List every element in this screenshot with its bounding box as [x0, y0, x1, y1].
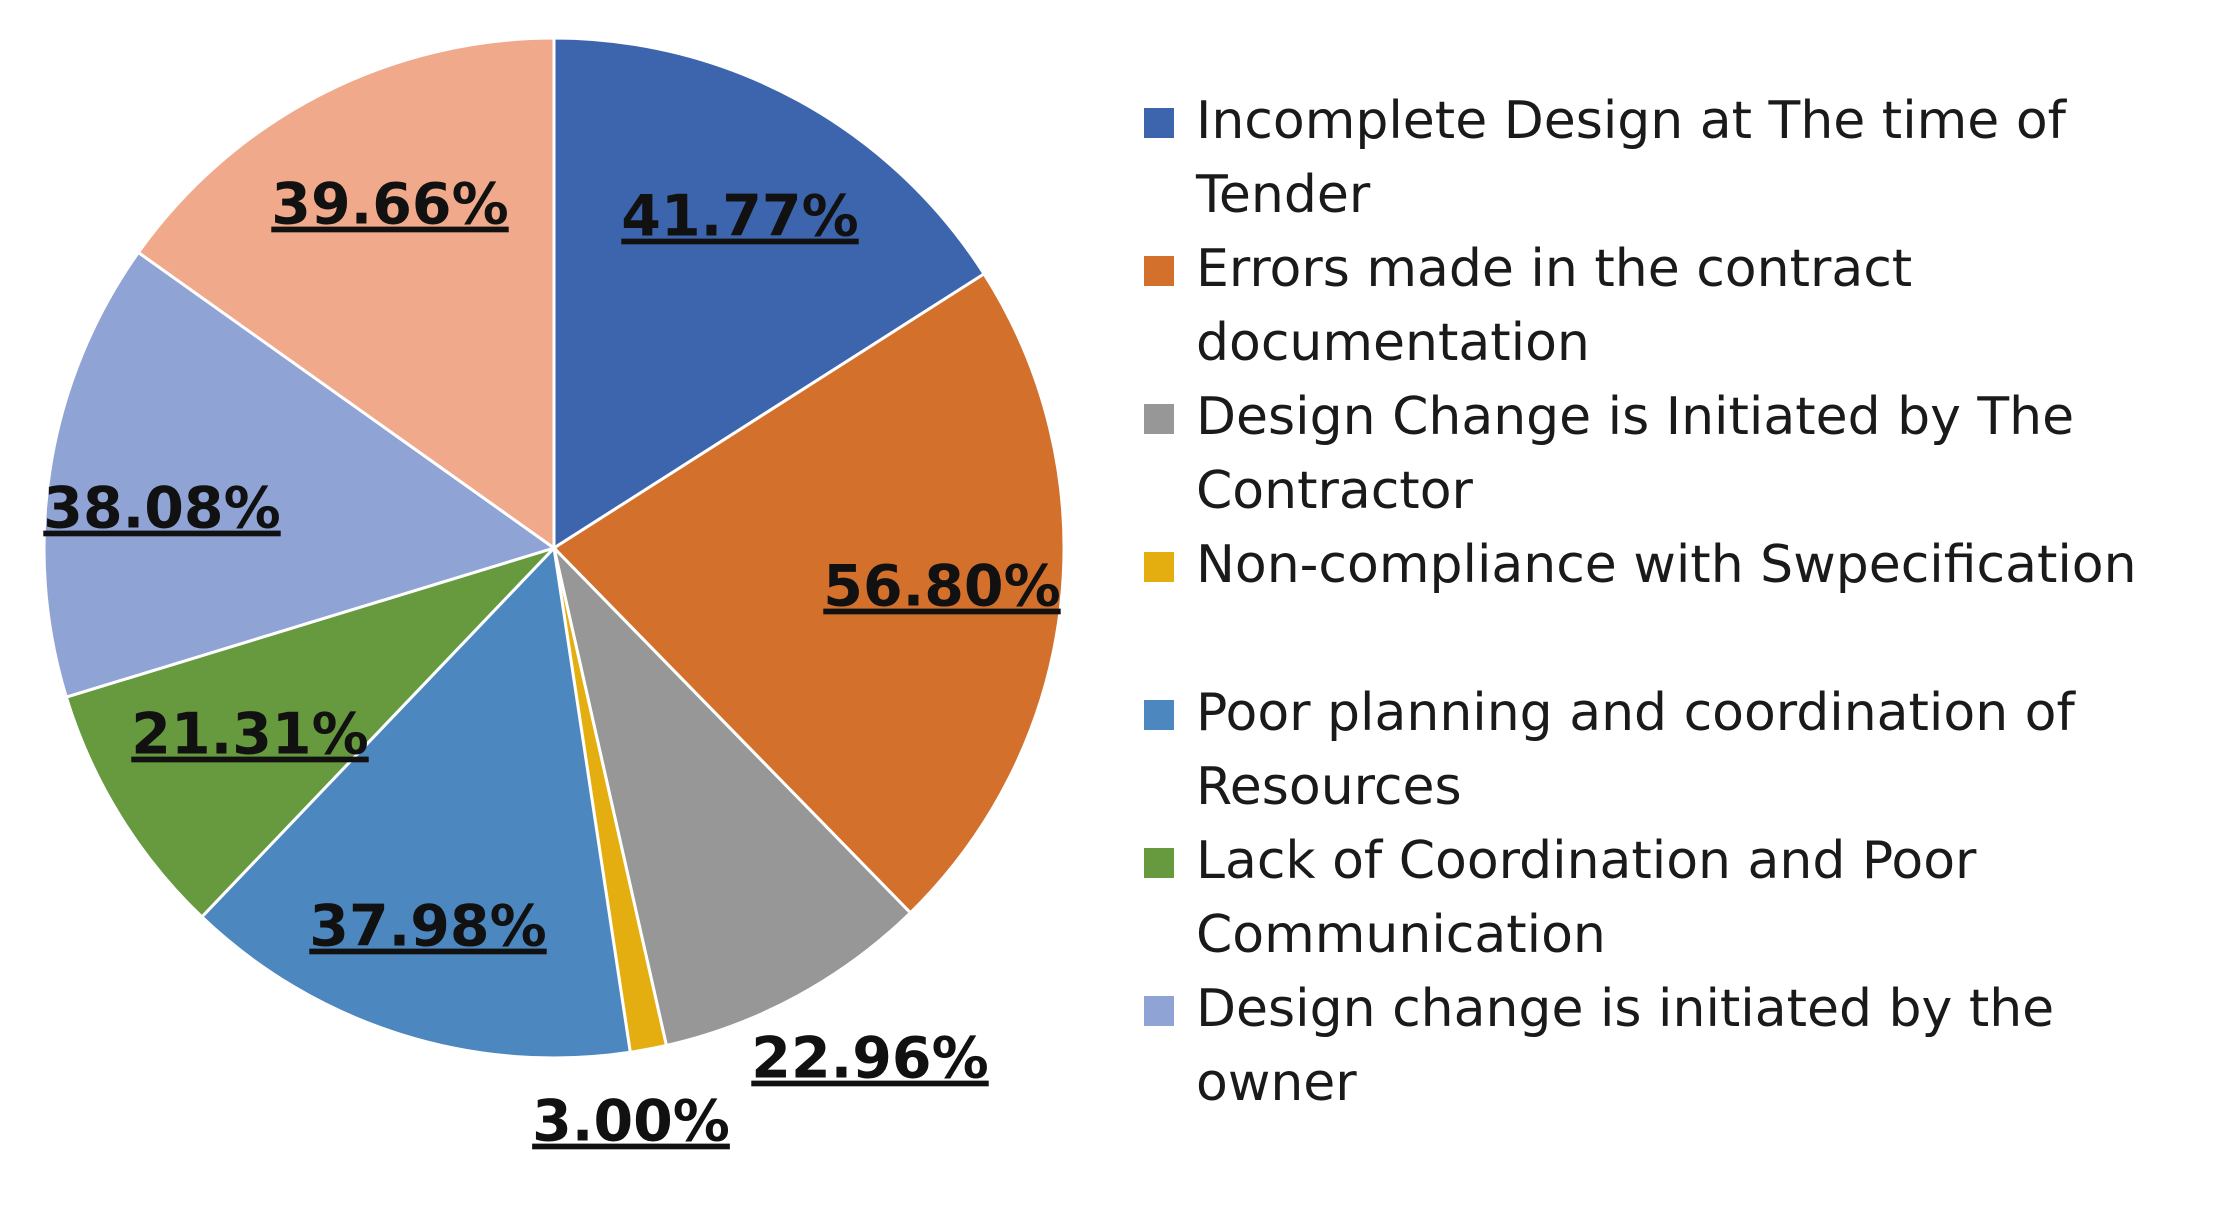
slice-label-incomplete-design: 41.77% — [621, 184, 858, 250]
slice-label-unlabeled: 39.66% — [271, 172, 508, 238]
legend-swatch — [1144, 108, 1174, 138]
legend-label: Errors made in the contract documentatio… — [1196, 239, 1913, 373]
pie-slice-incomplete-design — [552, 36, 987, 551]
pie-slice-lack-of-coordination — [64, 544, 560, 920]
legend-label: Design Change is Initiated by The Contra… — [1196, 387, 2075, 521]
pie-slice-contractor-design-change — [551, 543, 913, 1048]
legend-label: Non-compliance with Swpecification — [1196, 535, 2137, 595]
slice-label-lack-of-coordination: 21.31% — [131, 702, 368, 768]
pie-labels: 41.77% 56.80% 22.96% 3.00% 37.98% 21.31% 38.08… — [43, 172, 1060, 1155]
slice-label-contract-errors: 56.80% — [823, 554, 1060, 620]
legend-label: Lack of Coordination and Poor Communicat… — [1196, 831, 1977, 965]
pie-slice-contract-errors — [551, 271, 1066, 915]
legend-item-poor-planning: Poor planning and coordination of Resour… — [1140, 676, 2210, 824]
legend: Incomplete Design at The time of Tender … — [1140, 84, 2210, 1120]
legend-item-incomplete-design: Incomplete Design at The time of Tender — [1140, 84, 2210, 232]
slice-label-poor-planning: 37.98% — [309, 894, 546, 960]
legend-swatch — [1144, 552, 1174, 582]
slice-label-non-compliance: 3.00% — [532, 1089, 730, 1155]
legend-swatch — [1144, 848, 1174, 878]
legend-item-lack-of-coordination: Lack of Coordination and Poor Communicat… — [1140, 824, 2210, 972]
legend-swatch — [1144, 256, 1174, 286]
pie-slice-unlabeled — [136, 36, 556, 551]
legend-label: Poor planning and coordination of Resour… — [1196, 683, 2075, 817]
legend-swatch — [1144, 996, 1174, 1026]
legend-label: Design change is initiated by the owner — [1196, 979, 2055, 1113]
pie-slice-owner-design-change — [42, 250, 558, 699]
legend-item-contractor-design-change: Design Change is Initiated by The Contra… — [1140, 380, 2210, 528]
legend-item-non-compliance: Non-compliance with Swpecification — [1140, 528, 2210, 602]
legend-item-contract-errors: Errors made in the contract documentatio… — [1140, 232, 2210, 380]
legend-item-owner-design-change: Design change is initiated by the owner — [1140, 972, 2210, 1120]
legend-swatch — [1144, 700, 1174, 730]
legend-swatch — [1144, 404, 1174, 434]
legend-label: Incomplete Design at The time of Tender — [1196, 91, 2066, 225]
pie-slices — [42, 36, 1066, 1060]
pie-slice-poor-planning — [199, 544, 632, 1060]
slice-label-contractor-design-change: 22.96% — [751, 1026, 988, 1092]
slice-label-owner-design-change: 38.08% — [43, 476, 280, 542]
